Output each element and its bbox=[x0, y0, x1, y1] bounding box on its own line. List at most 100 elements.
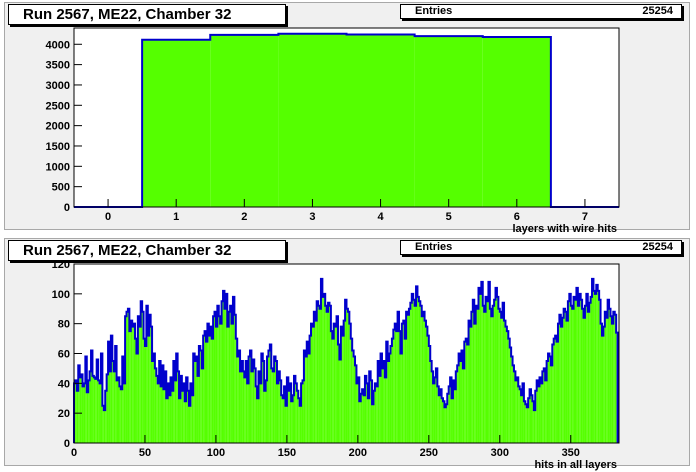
histogram-bar bbox=[610, 316, 612, 443]
histogram-bar bbox=[313, 311, 316, 443]
histogram-bar bbox=[337, 344, 340, 443]
histogram-bar bbox=[268, 350, 270, 443]
x-tick-label: 4 bbox=[378, 211, 385, 223]
x-tick-label: 250 bbox=[420, 447, 438, 459]
histogram-bar bbox=[431, 371, 434, 443]
histogram-bar bbox=[506, 331, 509, 443]
x-tick-label: 100 bbox=[207, 447, 225, 459]
histogram-bar bbox=[360, 393, 363, 443]
histogram-bar bbox=[275, 360, 277, 443]
histogram-bar bbox=[508, 338, 510, 443]
y-tick-label: 500 bbox=[52, 182, 70, 194]
histogram-bar bbox=[142, 311, 144, 443]
histogram-bar bbox=[468, 320, 470, 443]
histogram-bar bbox=[523, 401, 526, 443]
x-tick-label: 7 bbox=[582, 211, 588, 223]
histogram-bar bbox=[556, 341, 558, 443]
stats-box-top: Entries 25254 bbox=[400, 4, 682, 19]
histogram-bar bbox=[235, 338, 238, 443]
histogram-bar bbox=[443, 401, 445, 443]
histogram-bar bbox=[265, 380, 268, 443]
histogram-bar bbox=[590, 296, 593, 443]
histogram-bar bbox=[171, 390, 174, 443]
histogram-bar bbox=[109, 371, 111, 443]
histogram-bar bbox=[210, 34, 279, 207]
histogram-bar bbox=[293, 375, 296, 443]
histogram-bar bbox=[232, 296, 235, 443]
histogram-bar bbox=[132, 326, 134, 443]
histogram-bar bbox=[249, 350, 252, 443]
histogram-bar bbox=[335, 326, 337, 443]
histogram-bar bbox=[271, 368, 273, 443]
histogram-bar bbox=[296, 390, 299, 443]
histogram-bar bbox=[414, 36, 483, 207]
histogram-bar bbox=[594, 293, 597, 443]
histogram-bar bbox=[454, 389, 456, 443]
histogram-bar bbox=[495, 287, 497, 443]
histogram-bar bbox=[345, 299, 347, 443]
histogram-bar bbox=[467, 344, 469, 443]
y-tick-label: 0 bbox=[64, 438, 70, 450]
histogram-bar bbox=[465, 338, 468, 443]
histogram-bar bbox=[584, 305, 587, 443]
histogram-bar bbox=[437, 386, 439, 443]
histogram-bar bbox=[163, 389, 165, 443]
histogram-bar bbox=[515, 380, 517, 443]
histogram-bar bbox=[462, 368, 465, 443]
histogram-bar bbox=[225, 293, 228, 443]
histogram-bar bbox=[340, 326, 343, 443]
histogram-bar bbox=[241, 360, 243, 443]
histogram-bar bbox=[457, 365, 459, 443]
histogram-bar bbox=[519, 389, 522, 443]
histogram-bar bbox=[306, 341, 309, 443]
histogram-bar bbox=[255, 386, 258, 443]
histogram-bar bbox=[475, 305, 478, 443]
histogram-bar bbox=[210, 326, 212, 443]
histogram-bar bbox=[160, 386, 162, 443]
histogram-bar bbox=[218, 316, 221, 443]
histogram-bar bbox=[213, 316, 215, 443]
histogram-bar bbox=[95, 378, 97, 443]
histogram-bar bbox=[140, 301, 143, 443]
histogram-bar bbox=[276, 383, 279, 443]
histogram-bar bbox=[498, 308, 500, 443]
histogram-bar bbox=[323, 293, 326, 443]
histogram-bar bbox=[403, 320, 405, 443]
histogram-bar bbox=[196, 356, 198, 443]
histogram-bar bbox=[136, 353, 138, 443]
histogram-bar bbox=[586, 293, 588, 443]
histogram-bar bbox=[540, 383, 543, 443]
histogram-bar bbox=[228, 311, 231, 443]
histogram-bar bbox=[291, 401, 293, 443]
histogram-bar bbox=[91, 350, 93, 443]
histogram-bar bbox=[278, 33, 347, 208]
histogram-bar bbox=[147, 335, 150, 443]
stats-entries-value: 25254 bbox=[642, 5, 673, 17]
histogram-bar bbox=[509, 347, 512, 443]
histogram-bars bbox=[142, 33, 551, 208]
histogram-bar bbox=[408, 308, 411, 443]
x-tick-label: 6 bbox=[514, 211, 520, 223]
histogram-bar bbox=[102, 405, 104, 443]
histogram-bar bbox=[166, 398, 168, 443]
y-tick-label: 80 bbox=[58, 319, 70, 331]
histogram-bar bbox=[311, 323, 313, 443]
histogram-bar bbox=[204, 331, 206, 443]
histogram-bar bbox=[370, 380, 373, 443]
histogram-bar bbox=[381, 368, 384, 443]
histogram-bar bbox=[326, 311, 329, 443]
histogram-bar bbox=[262, 360, 265, 443]
histogram-bar bbox=[347, 311, 350, 443]
histogram-bar bbox=[511, 356, 513, 443]
histogram-bar bbox=[308, 353, 310, 443]
histogram-bar bbox=[427, 335, 429, 443]
histogram-bar bbox=[110, 335, 113, 443]
x-tick-label: 5 bbox=[446, 211, 452, 223]
histogram-bar bbox=[183, 383, 185, 443]
histogram-bar bbox=[380, 353, 382, 443]
histogram-bar bbox=[433, 383, 435, 443]
histogram-bar bbox=[357, 377, 360, 443]
x-tick-label: 50 bbox=[139, 447, 151, 459]
histogram-bar bbox=[320, 278, 323, 443]
histogram-bar bbox=[242, 371, 245, 443]
